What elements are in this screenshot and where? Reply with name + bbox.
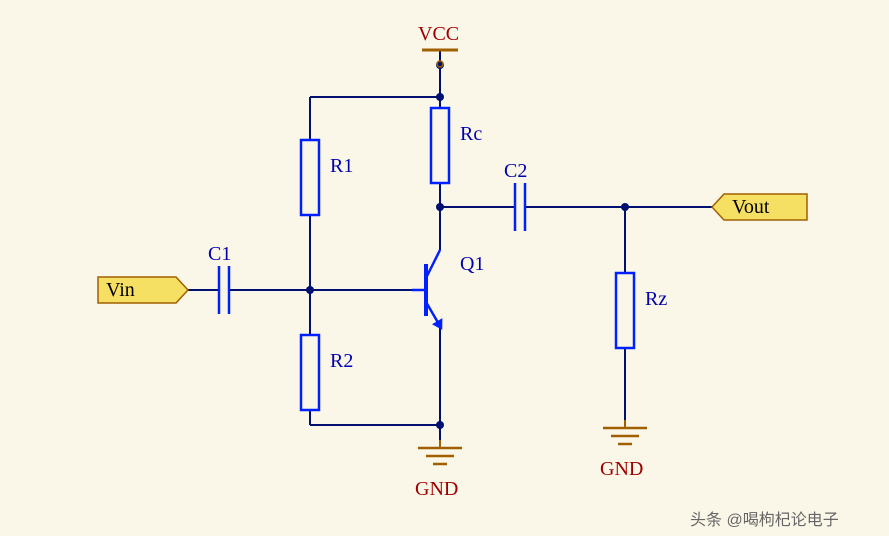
power-label-gnd1: GND: [415, 478, 458, 500]
resistor-label-r1: R1: [330, 155, 353, 177]
junction-1: [436, 93, 444, 101]
power-label-gnd2: GND: [600, 458, 643, 480]
resistor-rc: [431, 108, 449, 183]
net-tag-text-vout: Vout: [732, 196, 770, 218]
power-label-vcc: VCC: [418, 23, 459, 45]
cap-label-c1: C1: [208, 243, 231, 265]
junction-4: [436, 421, 444, 429]
resistor-r2: [301, 335, 319, 410]
transistor-label: Q1: [460, 253, 484, 275]
junction-2: [306, 286, 314, 294]
resistor-label-r2: R2: [330, 350, 353, 372]
resistor-r1: [301, 140, 319, 215]
resistor-label-rc: Rc: [460, 123, 482, 145]
circuit-schematic: R1 R2 Rc Rz C1 C2 Q1 Vin Vout VCC GND GND: [0, 0, 889, 536]
junction-5: [621, 203, 629, 211]
cap-label-c2: C2: [504, 160, 527, 182]
watermark-text: 头条 @喝枸杞论电子: [690, 506, 839, 530]
junction-3: [436, 203, 444, 211]
resistor-rz: [616, 273, 634, 348]
resistor-label-rz: Rz: [645, 288, 667, 310]
net-tag-text-vin: Vin: [106, 279, 135, 301]
transistor-collector: [426, 250, 440, 278]
